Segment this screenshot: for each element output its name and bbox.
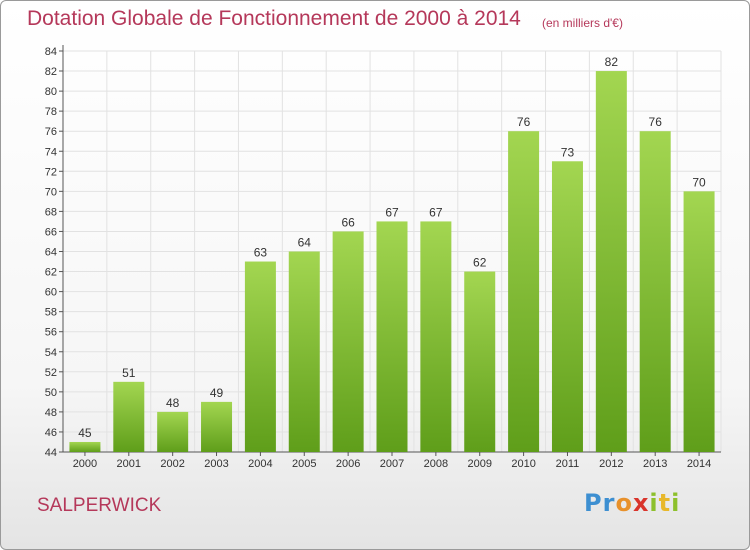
data-label: 63 [254, 246, 268, 260]
data-label: 67 [385, 205, 399, 219]
y-tick-label: 56 [45, 327, 57, 339]
y-tick-label: 66 [45, 226, 57, 238]
y-tick-label: 68 [45, 206, 57, 218]
y-tick-label: 72 [45, 166, 57, 178]
chart-subtitle: (en milliers d'€) [542, 16, 623, 30]
logo-letter: t [658, 489, 672, 517]
bar [69, 441, 101, 452]
data-label: 62 [473, 256, 487, 270]
y-tick-label: 44 [45, 447, 57, 459]
y-tick-label: 84 [45, 46, 57, 58]
y-tick-label: 58 [45, 307, 57, 319]
commune-name: SALPERWICK [37, 495, 162, 516]
y-tick-label: 60 [45, 287, 57, 299]
x-tick-label: 2005 [292, 458, 316, 470]
data-labels: 45 51 48 49 63 64 66 67 67 62 76 73 82 76 70 [78, 55, 706, 440]
x-tick-label: 2011 [556, 458, 580, 470]
bar [464, 271, 496, 452]
logo-letter: P [584, 489, 603, 517]
bar [288, 251, 320, 452]
proxiti-logo[interactable]: Proxiti [584, 489, 680, 517]
bar [420, 221, 452, 452]
data-label: 76 [649, 115, 663, 129]
x-tick-label: 2002 [160, 458, 184, 470]
bar [113, 381, 145, 452]
bar [508, 131, 540, 452]
x-tick-label: 2008 [424, 458, 448, 470]
logo-letter: o [615, 489, 633, 517]
y-tick-label: 64 [45, 247, 57, 259]
bar [639, 131, 671, 452]
data-label: 70 [692, 175, 706, 189]
y-tick-label: 46 [45, 427, 57, 439]
y-tick-label: 82 [45, 66, 57, 78]
y-tick-label: 50 [45, 387, 57, 399]
data-label: 76 [517, 115, 531, 129]
bar [201, 401, 233, 452]
bar [595, 71, 627, 453]
y-tick-label: 52 [45, 367, 57, 379]
y-tick-label: 54 [45, 347, 57, 359]
x-tick-label: 2006 [336, 458, 360, 470]
bar [376, 221, 408, 452]
data-label: 66 [341, 215, 355, 229]
x-tick-label: 2012 [599, 458, 623, 470]
y-tick-label: 76 [45, 126, 57, 138]
logo-letter: i [671, 489, 681, 517]
x-tick-label: 2013 [643, 458, 667, 470]
logo-letter: r [602, 489, 616, 517]
data-label: 64 [298, 236, 312, 250]
data-label: 48 [166, 396, 180, 410]
data-label: 49 [210, 386, 224, 400]
x-tick-label: 2000 [73, 458, 97, 470]
bar [157, 411, 189, 452]
y-tick-label: 70 [45, 186, 57, 198]
x-tick-label: 2009 [467, 458, 491, 470]
data-label: 82 [605, 55, 619, 69]
x-tick-label: 2004 [248, 458, 272, 470]
data-label: 73 [561, 145, 575, 159]
y-tick-label: 74 [45, 146, 57, 158]
bar [332, 231, 364, 452]
y-tick-label: 80 [45, 86, 57, 98]
x-tick-label: 2014 [687, 458, 711, 470]
bar [683, 191, 715, 452]
bar [551, 161, 583, 452]
x-tick-label: 2001 [117, 458, 141, 470]
x-tick-label: 2007 [380, 458, 404, 470]
x-tick-label: 2010 [511, 458, 535, 470]
data-label: 51 [122, 366, 136, 380]
y-tick-label: 62 [45, 267, 57, 279]
x-tick-label: 2003 [204, 458, 228, 470]
y-tick-label: 48 [45, 407, 57, 419]
data-label: 45 [78, 426, 92, 440]
y-tick-label: 78 [45, 106, 57, 118]
bars [69, 71, 715, 453]
bar [244, 261, 276, 452]
chart-title: Dotation Globale de Fonctionnement de 20… [27, 7, 521, 30]
logo-letter: x [632, 489, 650, 517]
logo-letter: i [649, 489, 659, 517]
data-label: 67 [429, 205, 443, 219]
